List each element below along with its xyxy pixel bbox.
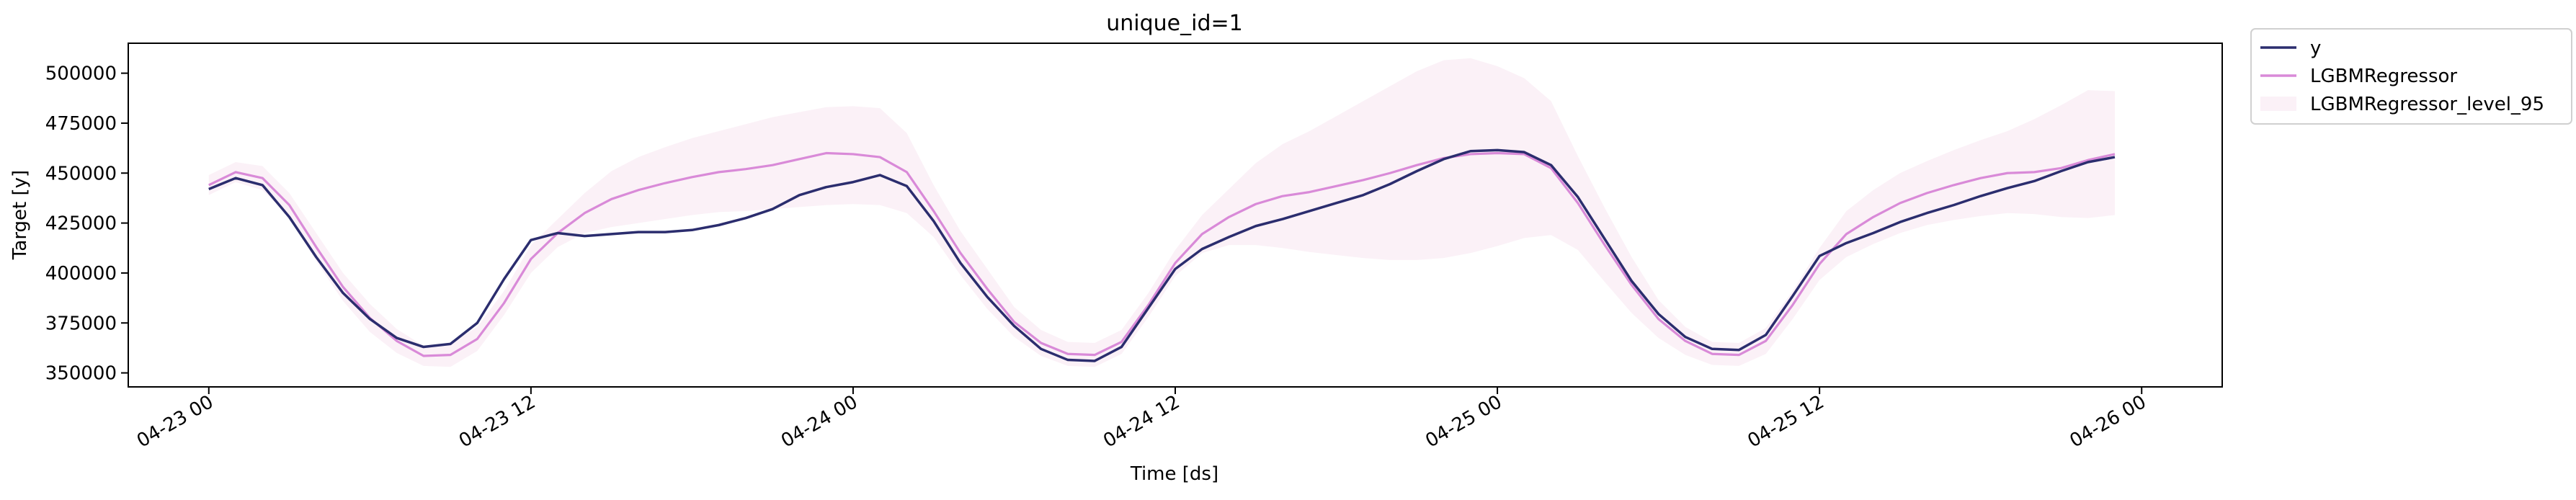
x-axis: 04-23 00 04-23 12 04-24 00 04-24 12 04-25 00…: [133, 387, 2150, 452]
x-axis-label: Time [ds]: [1130, 463, 1218, 485]
y-tick-label: 375000: [45, 313, 117, 334]
legend-band-swatch: [2260, 97, 2296, 111]
y-axis: 350000 375000 400000 425000 450000 475000 5000…: [45, 63, 128, 385]
y-tick-label: 400000: [45, 263, 117, 285]
y-axis-label: Target [y]: [9, 170, 31, 260]
x-tick-label: 04-26 00: [2066, 391, 2149, 452]
x-tick-label: 04-23 12: [455, 391, 539, 452]
y-tick-label: 350000: [45, 363, 117, 385]
plot-area: [128, 43, 2223, 388]
y-tick-label: 425000: [45, 213, 117, 235]
x-tick-label: 04-25 00: [1422, 391, 1505, 452]
legend-label: LGBMRegressor: [2310, 66, 2457, 87]
legend-frame: [2250, 28, 2572, 125]
y-tick-label: 450000: [45, 163, 117, 184]
series-line-y: [208, 148, 2116, 362]
legend-label: y: [2310, 37, 2321, 59]
y-tick-label: 475000: [45, 113, 117, 135]
legend-label: LGBMRegressor_level_95: [2310, 94, 2544, 115]
chart-title: unique_id=1: [1106, 11, 1242, 36]
x-tick-label: 04-25 12: [1744, 391, 1827, 452]
legend: y LGBMRegressor LGBMRegressor_level_95: [2250, 28, 2572, 125]
x-tick-label: 04-23 00: [133, 391, 217, 452]
y-tick-label: 500000: [45, 63, 117, 85]
series-line-lgbmregressor: [208, 151, 2116, 357]
x-tick-label: 04-24 12: [1100, 391, 1183, 452]
x-tick-label: 04-24 00: [777, 391, 861, 452]
